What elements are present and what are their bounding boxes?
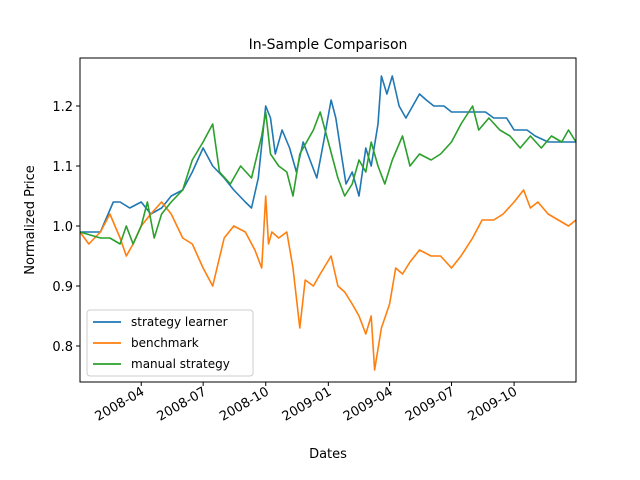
series-line-1 [79,189,577,371]
x-axis: 2008-04 2008-07 2008-10 2009-01 2009-04 2009-… [93,382,520,425]
x-tick-label: 2009-04 [341,384,396,424]
y-tick-label: 1.0 [52,220,73,235]
y-tick-label: 0.9 [52,280,73,295]
series-line-0 [80,75,576,233]
y-tick-label: 1.1 [52,160,73,175]
x-tick-label: 2009-01 [280,384,335,424]
legend-box [86,309,254,377]
legend-label-0: strategy learner [131,315,228,329]
x-tick-label: 2009-07 [403,384,458,424]
y-axis-label: Normalized Price [23,165,38,275]
x-tick-label: 2009-10 [466,384,521,424]
series-line-2 [79,105,577,245]
series-layer [79,75,577,371]
y-axis: 0.8 0.9 1.0 1.1 1.2 [52,100,80,355]
x-tick-label: 2008-07 [155,384,210,424]
legend: strategy learner benchmark manual strategy [86,309,254,377]
y-tick-label: 1.2 [52,100,73,115]
x-tick-label: 2008-04 [93,384,148,424]
x-axis-label: Dates [309,447,347,462]
x-tick-label: 2008-10 [217,384,272,424]
y-tick-label: 0.8 [52,340,73,355]
legend-items: strategy learner benchmark manual strategy [93,315,230,371]
legend-label-2: manual strategy [131,357,230,371]
legend-label-1: benchmark [131,336,199,350]
chart-title: In-Sample Comparison [249,37,408,53]
